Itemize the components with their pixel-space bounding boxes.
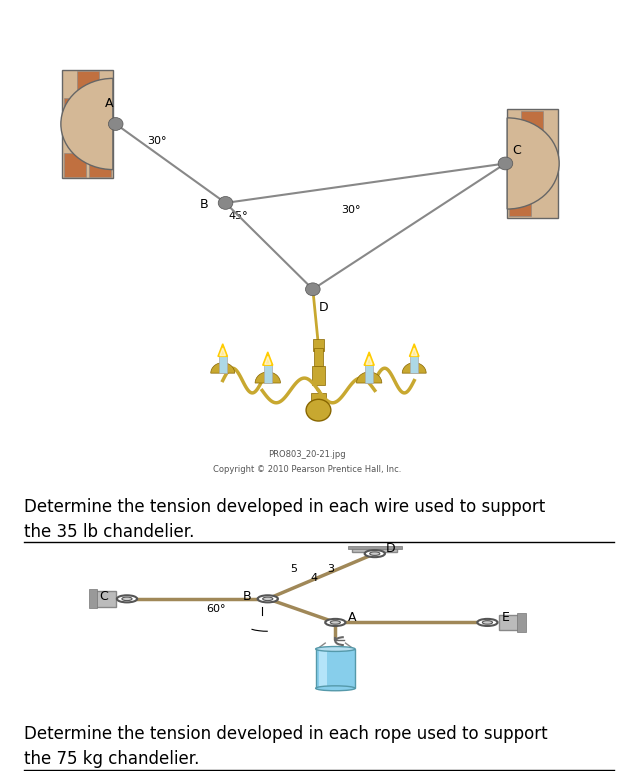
Polygon shape <box>265 356 271 365</box>
Circle shape <box>477 619 497 626</box>
Wedge shape <box>255 372 280 383</box>
Wedge shape <box>356 372 382 383</box>
Bar <box>77 71 99 96</box>
Circle shape <box>262 597 273 601</box>
Text: A: A <box>348 611 356 625</box>
Bar <box>517 613 525 632</box>
Circle shape <box>483 621 493 625</box>
Text: PRO803_20-21.jpg: PRO803_20-21.jpg <box>268 450 346 459</box>
Text: C: C <box>99 591 108 604</box>
Circle shape <box>325 619 346 626</box>
Text: 30°: 30° <box>147 136 166 146</box>
Ellipse shape <box>316 647 355 651</box>
Bar <box>89 589 97 608</box>
Text: D: D <box>386 542 396 555</box>
Text: Determine the tension developed in each rope used to support: Determine the tension developed in each … <box>24 725 548 743</box>
Polygon shape <box>410 344 419 356</box>
Text: 4: 4 <box>310 573 317 583</box>
Text: Copyright © 2010 Pearson Prentice Hall, Inc.: Copyright © 2010 Pearson Prentice Hall, … <box>213 465 401 474</box>
Polygon shape <box>262 352 273 365</box>
Text: D: D <box>319 301 328 315</box>
Bar <box>264 365 272 383</box>
Bar <box>348 546 402 548</box>
Circle shape <box>498 157 513 170</box>
Circle shape <box>258 595 278 602</box>
Text: E: E <box>502 611 509 625</box>
Text: 5: 5 <box>291 564 298 574</box>
Bar <box>89 153 111 177</box>
Bar <box>64 153 86 177</box>
Bar <box>96 591 116 607</box>
Polygon shape <box>218 344 227 356</box>
Polygon shape <box>364 352 374 365</box>
Bar <box>77 126 99 150</box>
Bar <box>313 338 324 351</box>
Text: the 35 lb chandelier.: the 35 lb chandelier. <box>24 523 195 541</box>
Bar <box>62 69 113 178</box>
Bar <box>509 138 531 162</box>
Bar <box>522 111 543 135</box>
Bar <box>319 650 327 687</box>
Bar <box>365 365 373 383</box>
Bar <box>352 547 397 552</box>
Bar <box>64 99 86 123</box>
Wedge shape <box>403 362 426 373</box>
Bar <box>499 614 518 631</box>
Text: Determine the tension developed in each wire used to support: Determine the tension developed in each … <box>24 498 545 516</box>
Bar <box>507 109 558 217</box>
Text: the 75 kg chandelier.: the 75 kg chandelier. <box>24 750 200 769</box>
Circle shape <box>122 597 132 601</box>
Text: B: B <box>200 198 209 210</box>
Bar <box>314 348 323 365</box>
Circle shape <box>108 117 123 130</box>
Text: A: A <box>104 96 113 109</box>
Polygon shape <box>412 348 417 355</box>
Circle shape <box>305 283 320 296</box>
Bar <box>219 356 227 373</box>
Bar <box>310 393 326 406</box>
Bar <box>522 165 543 189</box>
Bar <box>509 192 531 216</box>
Bar <box>410 356 418 373</box>
Circle shape <box>117 595 137 602</box>
Text: 30°: 30° <box>341 205 360 215</box>
Polygon shape <box>366 356 372 365</box>
Bar <box>316 649 355 689</box>
Ellipse shape <box>316 686 355 691</box>
Polygon shape <box>220 348 225 355</box>
Circle shape <box>365 550 385 557</box>
Wedge shape <box>61 79 113 170</box>
Text: 3: 3 <box>327 564 334 574</box>
Wedge shape <box>211 362 235 373</box>
Circle shape <box>370 552 380 555</box>
Bar <box>89 99 111 123</box>
Text: C: C <box>512 143 521 157</box>
Circle shape <box>218 197 233 210</box>
Circle shape <box>330 621 340 625</box>
Text: 60°: 60° <box>206 604 225 614</box>
Wedge shape <box>507 118 559 209</box>
Bar <box>312 365 324 386</box>
Text: B: B <box>243 591 251 604</box>
Circle shape <box>306 399 331 421</box>
Text: 45°: 45° <box>228 211 248 221</box>
